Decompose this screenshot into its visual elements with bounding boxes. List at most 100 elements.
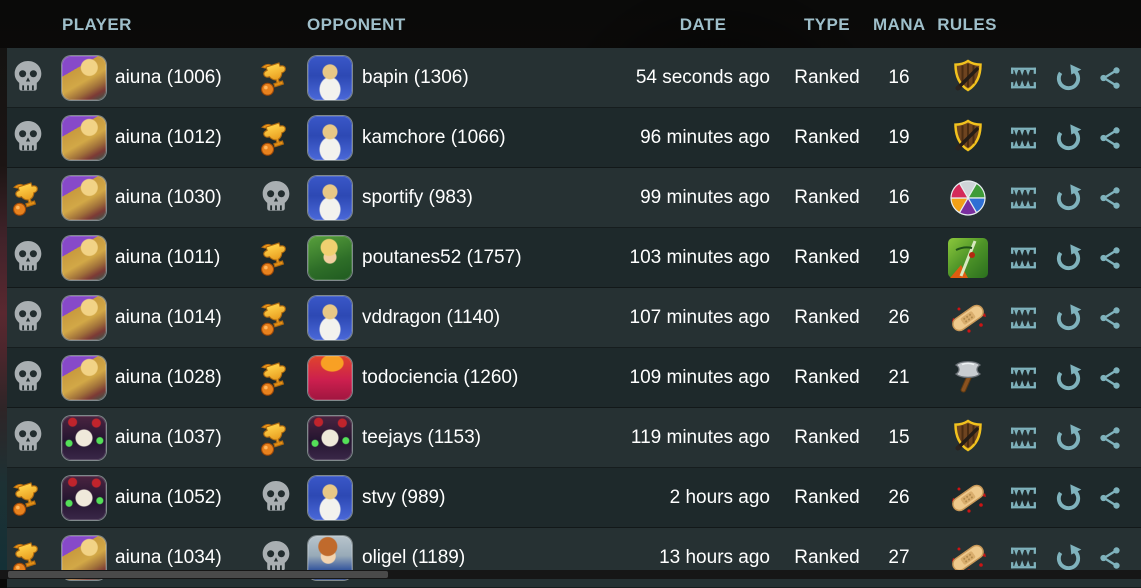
page-background-edge bbox=[0, 48, 7, 579]
battle-date: 107 minutes ago bbox=[629, 307, 771, 328]
ruleset-icon bbox=[946, 408, 990, 468]
ruleset-icon bbox=[946, 48, 990, 108]
player-result-badge bbox=[7, 468, 49, 528]
opponent-result-badge bbox=[255, 108, 297, 168]
battle-row: aiuna (1012) kamchore (1066) 96 minutes … bbox=[7, 108, 1141, 168]
player-result-badge bbox=[7, 108, 49, 168]
share-icon bbox=[1100, 187, 1120, 209]
battle-type: Ranked bbox=[794, 427, 860, 448]
green-monster-rule-icon bbox=[948, 238, 988, 278]
share-button[interactable] bbox=[1096, 408, 1124, 468]
refresh-icon bbox=[1056, 423, 1081, 450]
color-wheel-rule-icon bbox=[950, 180, 986, 216]
shield-rule-icon bbox=[954, 419, 983, 452]
trophy-icon bbox=[261, 302, 286, 336]
share-icon bbox=[1100, 67, 1120, 89]
column-header-rules: RULES bbox=[937, 15, 997, 34]
battle-details-button[interactable] bbox=[1008, 528, 1038, 588]
share-button[interactable] bbox=[1096, 528, 1124, 588]
player-avatar[interactable] bbox=[62, 296, 106, 340]
battle-details-button[interactable] bbox=[1008, 468, 1038, 528]
player-result-badge bbox=[7, 48, 49, 108]
replay-button[interactable] bbox=[1053, 228, 1083, 288]
replay-button[interactable] bbox=[1053, 348, 1083, 408]
opponent-avatar[interactable] bbox=[308, 176, 352, 220]
battle-details-button[interactable] bbox=[1008, 408, 1038, 468]
opponent-avatar[interactable] bbox=[308, 236, 352, 280]
share-button[interactable] bbox=[1096, 348, 1124, 408]
table-header: PLAYER OPPONENT DATE TYPE MANA RULES bbox=[0, 0, 1141, 48]
scrollbar-thumb[interactable] bbox=[8, 571, 388, 578]
opponent-result-badge bbox=[255, 48, 297, 108]
opponent-avatar[interactable] bbox=[308, 356, 352, 400]
axe-rule-icon bbox=[954, 360, 982, 393]
battle-type: Ranked bbox=[794, 247, 860, 268]
opponent-avatar[interactable] bbox=[308, 56, 352, 100]
player-avatar[interactable] bbox=[62, 176, 106, 220]
opponent-avatar[interactable] bbox=[308, 476, 352, 520]
opponent-name: stvy (989) bbox=[362, 487, 446, 508]
player-avatar[interactable] bbox=[62, 236, 106, 280]
trophy-icon bbox=[261, 122, 286, 156]
bandage-rule-icon bbox=[952, 544, 986, 573]
battle-details-button[interactable] bbox=[1008, 48, 1038, 108]
trophy-icon bbox=[261, 242, 286, 276]
share-button[interactable] bbox=[1096, 228, 1124, 288]
replay-button[interactable] bbox=[1053, 288, 1083, 348]
share-button[interactable] bbox=[1096, 48, 1124, 108]
player-result-badge bbox=[7, 408, 49, 468]
battle-mana: 15 bbox=[888, 427, 910, 448]
battle-type: Ranked bbox=[794, 127, 860, 148]
battle-type: Ranked bbox=[794, 547, 860, 568]
battle-details-button[interactable] bbox=[1008, 288, 1038, 348]
player-avatar[interactable] bbox=[62, 56, 106, 100]
replay-button[interactable] bbox=[1053, 48, 1083, 108]
opponent-avatar[interactable] bbox=[308, 416, 352, 460]
trophy-icon bbox=[13, 182, 38, 216]
battle-details-button[interactable] bbox=[1008, 108, 1038, 168]
battle-details-button[interactable] bbox=[1008, 348, 1038, 408]
opponent-avatar[interactable] bbox=[308, 296, 352, 340]
skull-icon bbox=[14, 61, 42, 91]
share-button[interactable] bbox=[1096, 108, 1124, 168]
battle-row: aiuna (1030) sportify (983) 99 minutes a… bbox=[7, 168, 1141, 228]
player-avatar[interactable] bbox=[62, 116, 106, 160]
battle-mana: 26 bbox=[888, 487, 910, 508]
player-name: aiuna (1030) bbox=[115, 187, 222, 208]
player-avatar[interactable] bbox=[62, 416, 106, 460]
player-avatar[interactable] bbox=[62, 476, 106, 520]
teeth-frame-icon bbox=[1010, 307, 1036, 329]
player-name: aiuna (1034) bbox=[115, 547, 222, 568]
opponent-name: teejays (1153) bbox=[362, 427, 481, 448]
battle-type: Ranked bbox=[794, 307, 860, 328]
replay-button[interactable] bbox=[1053, 468, 1083, 528]
skull-icon bbox=[262, 181, 290, 211]
share-button[interactable] bbox=[1096, 168, 1124, 228]
teeth-frame-icon bbox=[1010, 547, 1036, 569]
ruleset-icon bbox=[946, 528, 990, 588]
opponent-result-badge bbox=[255, 288, 297, 348]
battle-details-button[interactable] bbox=[1008, 228, 1038, 288]
horizontal-scrollbar[interactable] bbox=[0, 570, 1141, 579]
player-result-badge bbox=[7, 168, 49, 228]
ruleset-icon bbox=[946, 468, 990, 528]
replay-button[interactable] bbox=[1053, 528, 1083, 588]
opponent-avatar[interactable] bbox=[308, 116, 352, 160]
replay-button[interactable] bbox=[1053, 408, 1083, 468]
column-header-type: TYPE bbox=[803, 15, 850, 34]
player-avatar[interactable] bbox=[62, 356, 106, 400]
replay-button[interactable] bbox=[1053, 168, 1083, 228]
opponent-result-badge bbox=[255, 468, 297, 528]
share-button[interactable] bbox=[1096, 288, 1124, 348]
bandage-rule-icon bbox=[952, 484, 986, 513]
player-name: aiuna (1011) bbox=[115, 247, 221, 268]
player-result-badge bbox=[7, 528, 49, 588]
share-button[interactable] bbox=[1096, 468, 1124, 528]
player-name: aiuna (1006) bbox=[115, 67, 222, 88]
replay-button[interactable] bbox=[1053, 108, 1083, 168]
battle-details-button[interactable] bbox=[1008, 168, 1038, 228]
battle-date: 54 seconds ago bbox=[635, 67, 770, 88]
shield-rule-icon bbox=[954, 119, 983, 152]
refresh-icon bbox=[1056, 123, 1081, 150]
opponent-name: poutanes52 (1757) bbox=[362, 247, 522, 268]
